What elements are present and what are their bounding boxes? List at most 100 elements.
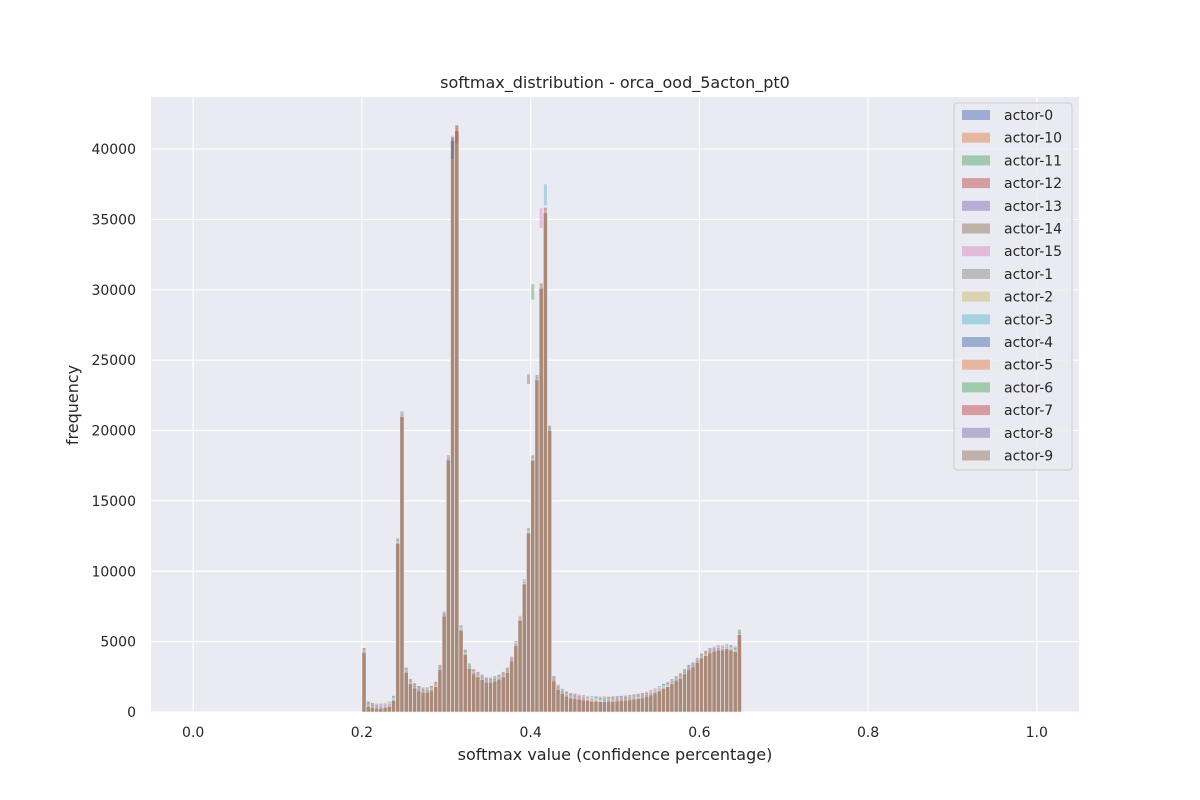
histogram-bar [576,699,582,713]
y-tick-label: 20000 [91,424,136,440]
bar-top-overlap [543,210,547,212]
bar-top-overlap [501,675,505,678]
bar-top-overlap [657,685,661,688]
bar-top-overlap [430,688,434,690]
bar-top-overlap [438,666,442,668]
bar-top-overlap [396,542,400,544]
bar-top-overlap [514,640,518,643]
legend-label: actor-7 [1004,403,1053,419]
bar-top-overlap [404,671,408,673]
histogram-bar [699,658,704,713]
histogram-bar [737,634,742,713]
bar-top-overlap [628,698,632,701]
bar-top-overlap [387,701,391,703]
bar-top-overlap [539,283,543,285]
histogram-bar [694,662,700,713]
bar-top-overlap [598,697,602,700]
bar-top-overlap [442,611,446,613]
bar-top-overlap [451,137,455,139]
bar-top-overlap [535,376,539,378]
bar-top-overlap [619,699,623,702]
bar-top-overlap [699,654,703,657]
bar-top-overlap [493,676,497,678]
x-tick-label: 0.6 [688,725,710,741]
bar-top-overlap [695,659,699,661]
bar-top-overlap [425,687,429,689]
bar-top-overlap [615,696,619,698]
bar-top-overlap [442,614,446,616]
bar-top-overlap [653,689,657,691]
bar-top-overlap [366,705,370,707]
bar-top-overlap [480,678,484,680]
bar-top-overlap [640,695,644,697]
bar-top-overlap [417,687,421,689]
bar-top-overlap [514,642,518,644]
histogram-bar [509,661,515,713]
bar-top-overlap [467,664,471,667]
bar-top-overlap [442,612,446,615]
bar-top-overlap [590,696,594,698]
bar-top-overlap [396,539,400,541]
bar-top-overlap [459,629,463,631]
bar-top-overlap [577,698,581,700]
peak-overlap-band [543,184,547,206]
bar-top-overlap [400,414,404,416]
legend-swatch [962,314,990,325]
bar-top-overlap [552,677,556,679]
bar-top-overlap [598,696,602,698]
bar-top-overlap [375,704,379,707]
bar-top-overlap [708,651,712,654]
bar-top-overlap [729,646,733,648]
bar-top-overlap [611,700,615,702]
bar-top-overlap [708,649,712,651]
histogram-bar [483,682,489,713]
bar-top-overlap [455,125,459,128]
bar-top-overlap [417,689,421,692]
histogram-bar [690,666,696,713]
bar-top-overlap [446,457,450,460]
bar-top-overlap [413,687,417,689]
histogram-bar [403,672,409,713]
histogram-bar [437,669,443,713]
bar-top-overlap [640,696,644,699]
bar-top-overlap [501,671,505,674]
bar-top-overlap [733,647,737,650]
bar-top-overlap [594,699,598,701]
bar-top-overlap [421,688,425,690]
histogram-bar [412,687,418,713]
histogram-bar [454,130,460,713]
bar-top-overlap [387,704,391,706]
histogram-bar [724,648,730,713]
histogram-bar [517,620,523,713]
bar-top-overlap [430,689,434,692]
bar-top-overlap [725,645,729,647]
bar-top-overlap [430,685,434,688]
legend-label: actor-6 [1004,380,1053,396]
bar-top-overlap [586,699,590,702]
histogram-bar [682,673,688,713]
bar-top-overlap [459,626,463,629]
bar-top-overlap [392,697,396,699]
bar-top-overlap [518,615,522,617]
bar-top-overlap [674,678,678,681]
histogram-bar [606,701,612,713]
bar-top-overlap [737,630,741,633]
legend-swatch [962,246,990,257]
bar-top-overlap [455,128,459,130]
histogram-bar [618,700,624,713]
bar-top-overlap [501,673,505,675]
y-tick-label: 0 [127,705,136,721]
bar-top-overlap [362,649,366,651]
bar-top-overlap [379,707,383,709]
histogram-bar [644,696,650,713]
bar-top-overlap [442,615,446,617]
bar-top-overlap [493,680,497,682]
bar-top-overlap [392,699,396,702]
bar-top-overlap [598,700,602,702]
bar-top-overlap [632,694,636,696]
histogram-bar [711,651,717,713]
bar-top-overlap [484,677,488,679]
bar-top-overlap [615,700,619,702]
bar-top-overlap [691,662,695,664]
bar-top-overlap [387,705,391,707]
